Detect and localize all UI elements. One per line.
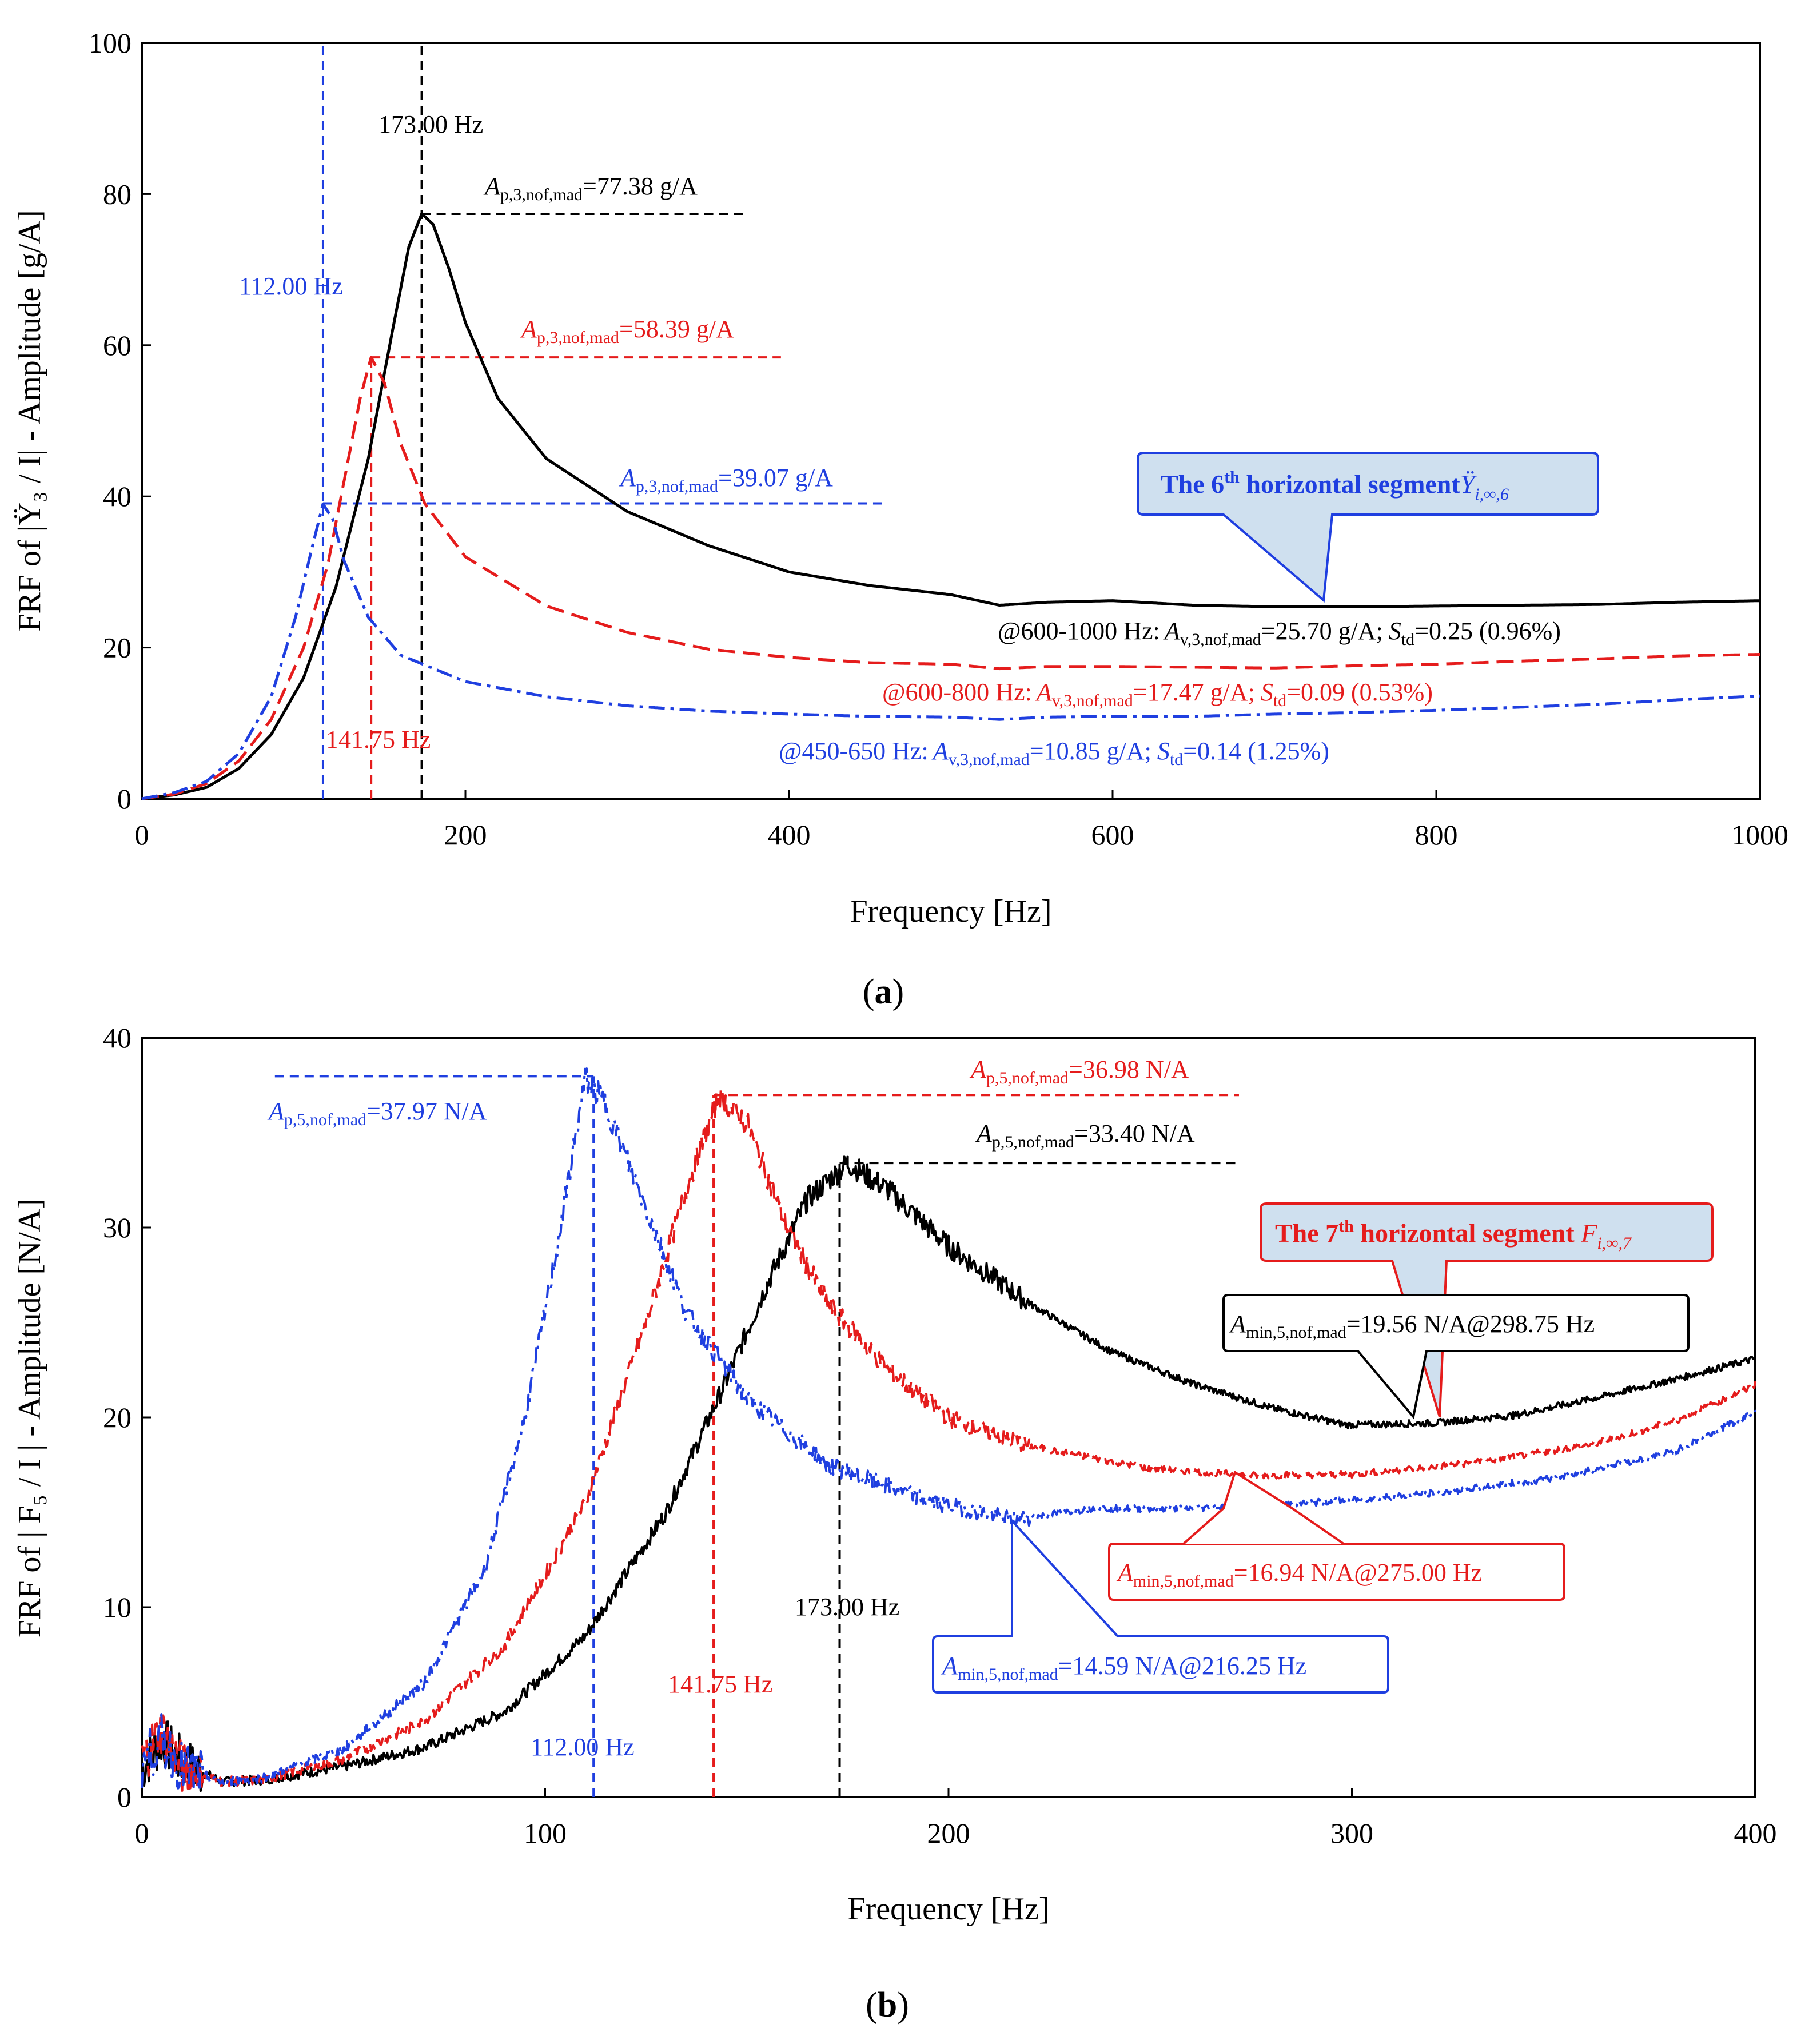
chart-b-ytick-label: 40 (103, 1022, 132, 1054)
chart-b-ytick-label: 0 (117, 1781, 132, 1813)
chart-b-series-black (141, 1155, 1756, 1792)
chart-b-xtick-label: 0 (135, 1817, 149, 1849)
chart-a-xtick-label: 800 (1415, 819, 1458, 851)
chart-b-xtick-label: 100 (524, 1817, 567, 1849)
chart-b-series-red (141, 1086, 1756, 1792)
chart-b-series-blue (141, 1067, 1756, 1792)
chart-a-reference-lines (321, 43, 883, 799)
chart-a-xtick-label: 0 (135, 819, 149, 851)
chart-b-series (141, 1067, 1756, 1792)
chart-a-xtick-label: 1000 (1731, 819, 1788, 851)
chart-b: 0 100 200 300 400 0 10 20 30 40 FRF of | F₅ / I |… (12, 1022, 1777, 2025)
chart-a-ytick-label: 0 (117, 783, 132, 815)
chart-a-xtick-label: 200 (444, 819, 487, 851)
chart-b-ytick-label: 10 (103, 1591, 132, 1623)
chart-a-series (141, 212, 1760, 800)
chart-b-ytick-label: 20 (103, 1401, 132, 1433)
chart-b-min-red-pointer (1182, 1470, 1345, 1545)
chart-a-ytick-label: 40 (103, 480, 132, 512)
chart-b-callout-text: The 7th horizontal segment Fi,∞,7 (1275, 1217, 1632, 1253)
chart-a-callout-text: The 6th horizontal segmentŸi,∞,6 (1161, 468, 1509, 504)
chart-a-ticks: 0 200 400 600 800 1000 0 20 40 60 80 100 (89, 27, 1788, 851)
chart-a-series-black (141, 212, 1760, 800)
chart-a-peak-amp-black: Ap,3,nof,mad=77.38 g/A (483, 172, 698, 204)
chart-a-xtick-label: 600 (1091, 819, 1134, 851)
chart-b-peak-amp-blue: Ap,5,nof,mad=37.97 N/A (267, 1097, 487, 1129)
chart-b-xtick-label: 400 (1734, 1817, 1777, 1849)
chart-a-peak-amp-red: Ap,3,nof,mad=58.39 g/A (520, 315, 734, 347)
chart-b-min-red-box (1108, 1543, 1565, 1601)
chart-b-xtick-label: 200 (927, 1817, 970, 1849)
chart-b-ylabel: FRF of | F₅ / I | - Amplitude [N/A] (12, 1198, 47, 1637)
chart-a-avg-black: @600-1000 Hz: Av,3,nof,mad=25.70 g/A; Std=… (998, 617, 1561, 649)
chart-b-caption: (b) (866, 1986, 909, 2025)
chart-b-min-blue-box (932, 1517, 1389, 1694)
chart-a-peak-amp-blue: Ap,3,nof,mad=39.07 g/A (619, 464, 833, 496)
chart-b-ticks: 0 100 200 300 400 0 10 20 30 40 (103, 1022, 1777, 1849)
chart-a-series-red (141, 356, 1760, 800)
chart-b-peak-amp-black: Ap,5,nof,mad=33.40 N/A (975, 1119, 1195, 1152)
chart-b-reference-lines (274, 1075, 1239, 1797)
chart-a-xtick-label: 400 (768, 819, 811, 851)
chart-b-peak-freq-red: 141.75 Hz (668, 1670, 772, 1698)
chart-a-ytick-label: 80 (103, 178, 132, 210)
chart-a-xlabel: Frequency [Hz] (850, 894, 1052, 929)
chart-b-min-black: Amin,5,nof,mad=19.56 N/A@298.75 Hz (1229, 1310, 1595, 1342)
chart-a-peak-freq-red: 141.75 Hz (326, 726, 431, 754)
chart-b-min-blue: Amin,5,nof,mad=14.59 N/A@216.25 Hz (941, 1652, 1306, 1684)
chart-b-xtick-label: 300 (1330, 1817, 1373, 1849)
chart-b-xlabel: Frequency [Hz] (848, 1891, 1050, 1927)
chart-a-series-blue (141, 502, 1760, 800)
chart-a-caption: (a) (863, 973, 904, 1011)
chart-a-ytick-label: 60 (103, 329, 132, 361)
chart-b-caption-letter: b (878, 1986, 897, 2025)
chart-b-min-black-box (1222, 1294, 1690, 1420)
chart-a-peak-freq-black: 173.00 Hz (378, 110, 483, 138)
chart-b-peak-freq-blue: 112.00 Hz (531, 1733, 635, 1761)
chart-a-callout-box (1137, 452, 1599, 603)
chart-b-peak-freq-black: 173.00 Hz (795, 1593, 899, 1621)
chart-a-avg-red: @600-800 Hz: Av,3,nof,mad=17.47 g/A; Std=0… (882, 678, 1433, 710)
chart-b-min-red: Amin,5,nof,mad=16.94 N/A@275.00 Hz (1116, 1559, 1482, 1591)
chart-a: 0 200 400 600 800 1000 0 20 40 60 80 100 FRF of |Ÿ₃… (12, 27, 1788, 1011)
chart-a-ytick-label: 20 (103, 632, 132, 664)
chart-a-avg-blue: @450-650 Hz: Av,3,nof,mad=10.85 g/A; Std=0… (779, 737, 1329, 769)
chart-a-ylabel: FRF of |Ÿ₃ / I| - Amplitude [g/A] (12, 210, 47, 631)
chart-a-ytick-label: 100 (89, 27, 132, 59)
chart-b-ytick-label: 30 (103, 1212, 132, 1244)
chart-b-peak-amp-red: Ap,5,nof,mad=36.98 N/A (969, 1055, 1189, 1087)
chart-a-peak-freq-blue: 112.00 Hz (239, 272, 343, 300)
chart-a-plot-area (141, 42, 1761, 800)
chart-a-caption-letter: a (875, 973, 892, 1011)
